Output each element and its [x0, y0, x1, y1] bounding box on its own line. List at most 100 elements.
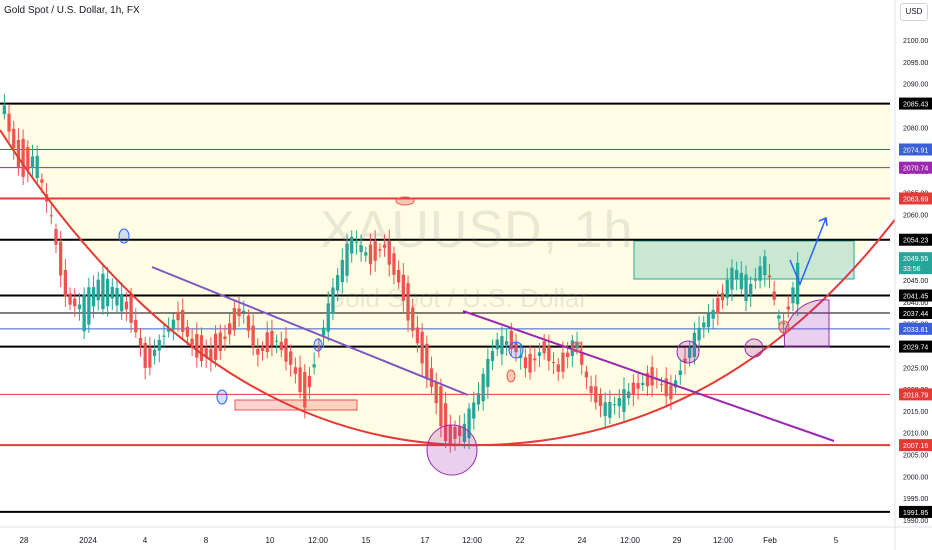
candle-body	[415, 327, 420, 344]
price-axis-background[interactable]	[895, 0, 932, 550]
candle-body	[181, 310, 185, 332]
candle-body	[472, 402, 476, 419]
candle-body	[706, 313, 711, 328]
candle-body	[603, 402, 607, 416]
candle-body	[453, 426, 457, 439]
price-tick-label: 2060.00	[903, 213, 928, 220]
candle-body	[284, 338, 288, 362]
candle-body	[659, 383, 664, 385]
candle-body	[134, 319, 138, 333]
candle-body	[551, 361, 556, 363]
time-tick-label: 28	[20, 536, 29, 545]
candle-body	[298, 367, 302, 392]
candle-body	[565, 352, 570, 358]
level-price-text: 2007.16	[903, 443, 928, 450]
candle-body	[279, 341, 283, 351]
candle-body	[627, 391, 631, 399]
current-price-text: 2049.55	[903, 256, 928, 263]
level-price-label	[899, 505, 932, 518]
candle-body	[673, 380, 678, 388]
level-price-text: 2070.74	[903, 166, 928, 173]
candle-body	[598, 395, 603, 407]
candle-body	[739, 272, 743, 290]
level-price-text: 2063.69	[903, 196, 928, 203]
level-price-label	[899, 143, 932, 156]
marker-ellipse	[506, 369, 516, 383]
time-tick-label: 2024	[79, 536, 97, 545]
candle-body	[434, 382, 438, 404]
candle-body	[730, 267, 734, 290]
candle-body	[533, 358, 537, 361]
candle-body	[397, 269, 401, 283]
price-tick-label: 2000.00	[903, 474, 928, 481]
candle-body	[199, 335, 204, 362]
price-tick-label: 2090.00	[903, 82, 928, 89]
candle-body	[171, 319, 175, 330]
candle-body	[105, 278, 110, 307]
candle-body	[725, 279, 729, 299]
candle-body	[580, 352, 584, 365]
candle-body	[495, 339, 499, 350]
time-tick-label: 17	[421, 536, 430, 545]
candle-body	[622, 389, 626, 412]
candle-body	[425, 343, 429, 379]
candle-body	[364, 252, 368, 256]
candle-body	[213, 333, 218, 360]
candle-body	[157, 339, 161, 351]
candle-body	[195, 334, 199, 358]
candle-body	[439, 386, 443, 427]
candle-body	[683, 358, 687, 363]
downtrend-line-right[interactable]	[462, 310, 835, 442]
candle-body	[35, 155, 39, 179]
highlight-circle	[676, 340, 700, 364]
candle-body	[584, 371, 589, 378]
candle-body	[129, 295, 133, 323]
candle-body	[612, 404, 617, 406]
marker-ellipse	[571, 341, 583, 353]
candle-body	[190, 338, 194, 345]
demand-box[interactable]	[234, 399, 358, 411]
cup-curve[interactable]	[0, 129, 901, 447]
candle-body	[166, 328, 171, 332]
candle-body	[256, 348, 260, 355]
candle-body	[758, 266, 762, 281]
candle-body	[716, 297, 720, 314]
candle-body	[359, 245, 363, 253]
candle-body	[476, 393, 481, 405]
target-box[interactable]	[633, 240, 855, 280]
candle-body	[270, 330, 274, 346]
candle-body	[500, 336, 504, 355]
candle-body	[664, 378, 668, 397]
candle-body	[486, 358, 490, 387]
downtrend-line-left[interactable]	[151, 266, 469, 396]
candle-body	[326, 303, 330, 332]
candle-body	[720, 292, 725, 301]
currency-button[interactable]: USD	[900, 3, 928, 21]
candle-body	[12, 128, 16, 149]
candle-body	[110, 286, 114, 299]
time-tick-label: 4	[143, 536, 148, 545]
candle-body	[537, 352, 542, 356]
time-tick-label: 12:00	[462, 536, 483, 545]
price-tick-label: 2045.00	[903, 278, 928, 285]
level-price-label	[899, 388, 932, 401]
time-tick-label: Feb	[763, 536, 777, 545]
level-price-label	[899, 439, 932, 452]
level-price-label	[899, 289, 932, 302]
candle-body	[575, 342, 579, 349]
candle-body	[796, 262, 800, 305]
breakout-arrow[interactable]	[789, 216, 828, 286]
candle-body	[335, 275, 340, 291]
candle-body	[307, 375, 312, 388]
marker-ellipse	[313, 338, 323, 352]
highlight-circle	[426, 424, 478, 476]
symbol-title[interactable]: Gold Spot / U.S. Dollar, 1h, FX	[4, 5, 140, 16]
price-tick-label: 2095.00	[903, 60, 928, 67]
level-price-text: 2033.81	[903, 327, 928, 334]
candle-body	[772, 291, 776, 300]
time-tick-label: 10	[266, 536, 275, 545]
candle-body	[777, 315, 781, 319]
candle-body	[312, 364, 316, 368]
candle-body	[519, 355, 523, 358]
